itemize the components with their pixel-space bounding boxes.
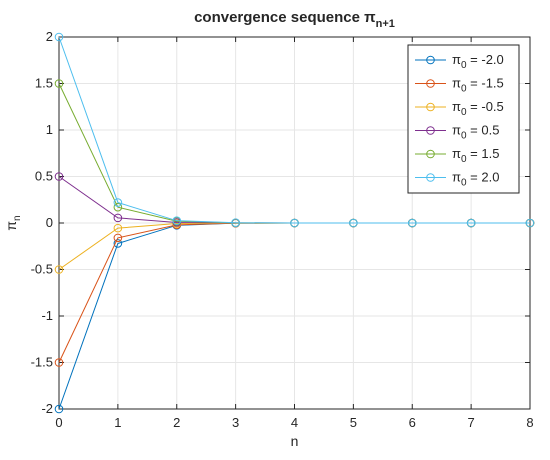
series-line	[58, 36, 530, 224]
legend-entry: π0 = -0.5	[415, 99, 504, 118]
legend-box	[407, 44, 520, 194]
legend: π0 = -2.0π0 = -1.5π0 = -0.5π0 = 0.5π0 = …	[407, 44, 520, 194]
chart-title-subscript: n+1	[376, 18, 395, 30]
legend-swatch-marker	[426, 79, 435, 88]
x-tick-label: 3	[232, 415, 239, 430]
legend-label: π0 = -2.0	[452, 52, 504, 71]
y-tick-label: 1.5	[35, 76, 53, 91]
legend-label-value: = 1.5	[467, 146, 500, 161]
legend-label-symbol: π	[452, 170, 461, 185]
data-point-marker	[54, 172, 64, 181]
data-point-marker	[113, 213, 123, 223]
legend-swatch-marker	[426, 126, 435, 135]
x-tick-label: 5	[350, 415, 357, 430]
legend-label-symbol: π	[452, 146, 461, 161]
legend-label: π0 = -1.5	[452, 76, 504, 95]
x-tick-label: 7	[468, 415, 475, 430]
legend-label-value: = 2.0	[467, 170, 500, 185]
legend-entry: π0 = -1.5	[415, 76, 504, 95]
data-point-marker	[54, 32, 64, 42]
legend-label: π0 = 2.0	[452, 170, 499, 189]
legend-label: π0 = 1.5	[452, 146, 499, 165]
data-point-marker	[113, 202, 123, 212]
legend-label-symbol: π	[452, 52, 461, 67]
legend-label-value: = -1.5	[467, 76, 504, 91]
data-point-marker	[349, 218, 358, 228]
data-series	[54, 32, 535, 414]
y-tick-label: -1.5	[31, 355, 53, 370]
y-tick-label: 0	[46, 215, 53, 230]
data-point-marker	[113, 223, 123, 233]
legend-label-value: = -2.0	[467, 52, 504, 67]
series-group	[54, 32, 535, 228]
data-point-marker	[113, 233, 123, 243]
y-tick-label: 0.5	[35, 169, 53, 184]
data-point-marker	[54, 265, 64, 274]
x-tick-label: 2	[173, 415, 180, 430]
legend-label-subscript: 0	[461, 60, 467, 71]
y-axis-label: πn	[3, 215, 23, 230]
axis-ticks: 0 1 2 3 4 5 6 7 8 -2 -1.5 -1 -0.5 0 0.5 1 1.5 2	[31, 29, 534, 430]
y-tick-label: 1	[46, 122, 53, 137]
y-axis-label-main: π	[3, 221, 19, 231]
data-point-marker	[407, 218, 417, 228]
data-point-marker	[54, 358, 64, 367]
legend-label-symbol: π	[452, 99, 461, 114]
x-tick-label: 4	[291, 415, 298, 430]
legend-label-symbol: π	[452, 76, 461, 91]
data-point-marker	[113, 198, 123, 207]
x-axis-label: n	[291, 433, 299, 449]
data-point-marker	[54, 79, 64, 88]
data-point-marker	[466, 218, 476, 228]
legend-entry: π0 = 0.5	[415, 123, 499, 142]
data-point-marker	[172, 216, 182, 225]
chart-title-main: convergence sequence π	[194, 9, 376, 26]
legend-swatch-marker	[426, 102, 435, 112]
data-point-marker	[54, 404, 64, 414]
y-tick-label: 2	[46, 29, 53, 44]
legend-label-value: = -0.5	[467, 99, 504, 114]
data-point-marker	[113, 239, 123, 248]
x-tick-label: 6	[409, 415, 416, 430]
legend-entry: π0 = -2.0	[415, 52, 504, 71]
y-tick-label: -0.5	[31, 262, 53, 277]
legend-swatch-marker	[426, 55, 435, 65]
data-point-marker	[290, 218, 299, 228]
legend-label-symbol: π	[452, 123, 461, 138]
x-tick-label: 8	[526, 415, 533, 430]
legend-label-subscript: 0	[461, 84, 467, 95]
legend-label-subscript: 0	[461, 107, 467, 118]
y-axis-label-subscript: n	[12, 215, 23, 221]
legend-label-subscript: 0	[461, 154, 467, 165]
legend-label-value: = 0.5	[467, 123, 500, 138]
legend-label: π0 = 0.5	[452, 123, 499, 142]
x-tick-label: 1	[114, 415, 121, 430]
y-tick-label: -1	[41, 308, 53, 323]
x-tick-label: 0	[55, 415, 62, 430]
legend-label-subscript: 0	[461, 178, 467, 189]
legend-label-subscript: 0	[461, 131, 467, 142]
data-point-marker	[231, 218, 240, 228]
chart-title: convergence sequence πn+1	[194, 9, 395, 30]
legend-swatch-marker	[426, 173, 435, 182]
data-point-marker	[525, 218, 535, 228]
legend-entry: π0 = 1.5	[415, 146, 499, 165]
legend-label: π0 = -0.5	[452, 99, 504, 118]
legend-entry: π0 = 2.0	[415, 170, 499, 189]
legend-swatch-marker	[426, 149, 435, 159]
y-tick-label: -2	[41, 401, 53, 416]
